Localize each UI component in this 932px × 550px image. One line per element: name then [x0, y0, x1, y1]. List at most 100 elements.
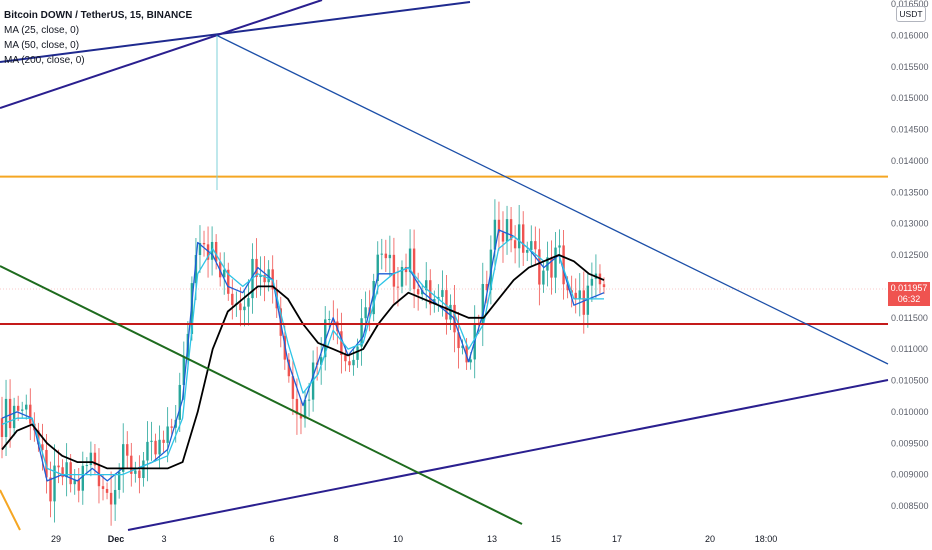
candle-body	[291, 376, 295, 399]
plot-area[interactable]	[0, 199, 606, 526]
candle-body	[247, 298, 250, 307]
candle-body	[0, 418, 4, 437]
price-axis-tick: 0.010000	[891, 407, 929, 417]
candle-body	[178, 384, 181, 420]
ma25-line[interactable]	[1, 229, 605, 482]
candle-body	[81, 465, 85, 491]
ascending-trendline[interactable]	[127, 379, 889, 531]
candle-body	[202, 242, 206, 245]
time-axis-tick: 29	[51, 534, 61, 544]
candle-body	[328, 318, 331, 320]
candle-body	[231, 293, 234, 305]
candle-body	[134, 470, 137, 474]
candle-body	[566, 284, 569, 291]
ma200-line[interactable]	[1, 254, 605, 470]
candle-body	[138, 470, 141, 479]
symbol-title[interactable]: Bitcoin DOWN / TetherUS, 15, BINANCE	[4, 10, 193, 21]
candle-body	[255, 258, 258, 278]
candle-body	[521, 224, 525, 253]
candle-body	[574, 292, 577, 300]
time-axis-tick: 10	[393, 534, 403, 544]
candle-body	[534, 241, 537, 250]
steep-fan-line[interactable]	[0, 0, 323, 109]
candle-body	[287, 359, 291, 377]
ma50-line[interactable]	[1, 235, 604, 476]
candle-body	[198, 242, 202, 255]
price-axis-tick: 0.008500	[891, 501, 929, 511]
candle-body	[263, 275, 266, 283]
candle-body	[170, 426, 173, 428]
candle-body	[469, 359, 472, 363]
upper-fan-line[interactable]	[0, 1, 471, 63]
candle-body	[493, 219, 497, 250]
orange-diagonal-line[interactable]	[0, 489, 21, 531]
candle-body	[4, 398, 8, 437]
candle-body	[21, 409, 24, 411]
candle-body	[146, 441, 149, 461]
candle-body	[425, 280, 428, 291]
candle-body	[408, 248, 412, 273]
candle-body	[505, 219, 509, 242]
candle-body	[109, 492, 113, 505]
price-axis-tick: 0.010500	[891, 376, 929, 386]
candle-body	[513, 240, 517, 249]
candle-body	[53, 465, 56, 502]
legend-ma25[interactable]: MA (25, close, 0)	[4, 25, 80, 36]
candle-body	[65, 462, 68, 478]
candle-body	[29, 404, 32, 424]
candle-body	[126, 444, 129, 456]
time-axis-tick: 20	[705, 534, 715, 544]
candle-body	[420, 290, 424, 295]
candle-body	[307, 399, 311, 401]
candle-body	[562, 245, 565, 285]
candle-body	[12, 405, 16, 429]
green-trendline[interactable]	[0, 265, 523, 525]
legend-ma200[interactable]: MA (200, close, 0)	[4, 55, 85, 66]
candle-body	[360, 318, 363, 347]
price-axis-tick: 0.016500	[891, 0, 929, 9]
candle-body	[101, 486, 105, 489]
candle-body	[49, 477, 52, 502]
candle-body	[501, 232, 505, 242]
bar-countdown: 06:32	[897, 294, 921, 304]
candle-body	[332, 318, 335, 322]
last-price-value: 0.011957	[890, 283, 928, 293]
legend-ma50[interactable]: MA (50, close, 0)	[4, 40, 80, 51]
descending-trendline[interactable]	[215, 34, 889, 365]
candle-body	[396, 286, 400, 288]
price-axis-tick: 0.009500	[891, 438, 929, 448]
price-axis[interactable]: 0.016500 0.016000 0.015500 0.015000 0.014500…	[891, 0, 929, 511]
candle-body	[497, 219, 501, 233]
candle-body	[97, 465, 101, 487]
candle-body	[69, 462, 72, 485]
candle-body	[526, 249, 529, 253]
candle-body	[554, 247, 557, 278]
candle-body	[578, 290, 581, 300]
candle-body	[404, 266, 408, 273]
time-axis[interactable]: 29 Dec 3 6 8 10 13 15 17 20 18:00	[51, 534, 777, 544]
candle-body	[336, 321, 339, 332]
candle-body	[150, 440, 153, 442]
currency-unit-badge[interactable]: USDT	[896, 6, 926, 22]
price-axis-tick: 0.016000	[891, 30, 929, 40]
candle-body	[93, 452, 97, 466]
candle-body	[602, 284, 606, 288]
candle-body	[162, 439, 165, 443]
price-axis-tick: 0.011000	[891, 344, 928, 354]
candle-body	[380, 253, 383, 255]
candle-body	[457, 332, 460, 349]
candle-body	[324, 319, 327, 358]
candle-body	[259, 275, 262, 278]
candle-body	[340, 331, 343, 356]
price-axis-tick: 0.009000	[891, 470, 929, 480]
candle-body	[416, 289, 420, 295]
candle-body	[117, 471, 121, 490]
price-axis-tick: 0.014000	[891, 156, 929, 166]
drawing-tools-layer[interactable]	[0, 0, 889, 531]
candle-body	[441, 290, 444, 297]
candle-body	[206, 244, 210, 260]
candle-body	[295, 398, 299, 415]
candle-body	[89, 452, 93, 466]
time-axis-tick: Dec	[108, 534, 125, 544]
